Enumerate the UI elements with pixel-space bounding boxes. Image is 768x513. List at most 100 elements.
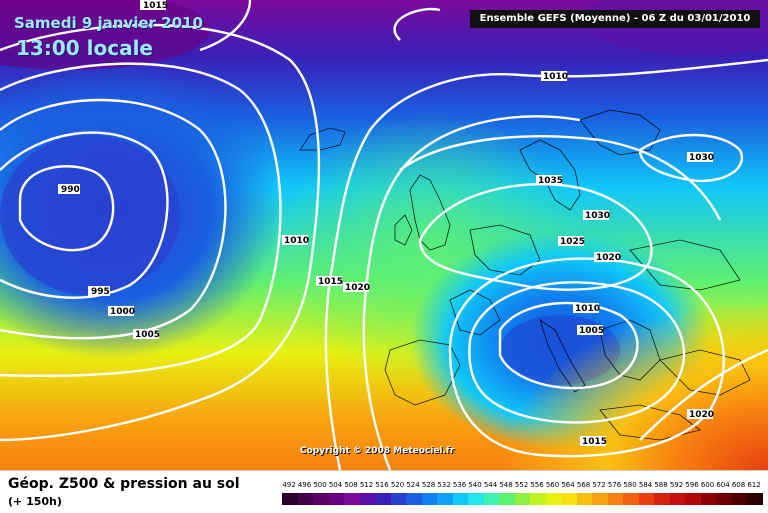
legend-label: 600 [700, 481, 715, 489]
legend-swatch [607, 493, 623, 505]
legend-label: 564 [561, 481, 575, 489]
svg-text:1010: 1010 [284, 236, 309, 246]
legend-label: 572 [592, 481, 606, 489]
valid-date: Samedi 9 janvier 2010 [14, 14, 203, 32]
legend-label: 520 [390, 481, 405, 489]
isobar-label: 1020 [594, 252, 621, 263]
z500-map: 1015 990 995 1000 1005 1010 1015 1020 10… [0, 0, 768, 470]
isobar-labels: 1015 990 995 1000 1005 1010 1015 1020 10… [58, 0, 714, 447]
svg-text:1015: 1015 [318, 277, 343, 287]
isobar-label: 1035 [536, 175, 563, 186]
legend-swatch [390, 493, 406, 505]
legend-label: 596 [685, 481, 699, 489]
legend-label: 576 [607, 481, 622, 489]
svg-text:1025: 1025 [560, 237, 585, 247]
local-time: 13:00 locale [16, 36, 153, 60]
svg-text:1000: 1000 [110, 307, 135, 317]
legend-swatch [452, 493, 468, 505]
isobar-label: 1015 [316, 276, 343, 287]
svg-text:1005: 1005 [135, 330, 160, 340]
svg-text:1035: 1035 [538, 176, 563, 186]
legend-swatch [375, 493, 391, 505]
legend-swatch [638, 493, 654, 505]
svg-text:1015: 1015 [143, 1, 168, 11]
legend-label: 556 [530, 481, 544, 489]
legend-label: 604 [716, 481, 730, 489]
svg-text:1020: 1020 [689, 410, 714, 420]
isobar-label: 1030 [687, 152, 714, 163]
legend-swatch [654, 493, 670, 505]
legend-label: 492 [282, 481, 296, 489]
svg-text:1015: 1015 [582, 437, 607, 447]
legend-swatch [561, 493, 577, 505]
legend-swatch [483, 493, 499, 505]
run-info: Ensemble GEFS (Moyenne) - 06 Z du 03/01/… [470, 10, 760, 28]
legend-label: 592 [669, 481, 684, 489]
svg-text:1030: 1030 [689, 153, 714, 163]
legend-swatch [530, 493, 546, 505]
isobar-label: 1015 [140, 0, 168, 11]
isobar-label: 1020 [343, 282, 370, 293]
legend-label: 508 [344, 481, 358, 489]
isobar-label: 1030 [583, 210, 610, 221]
legend-swatch [468, 493, 484, 505]
legend-label: 512 [359, 481, 374, 489]
forecast-hour: (+ 150h) [8, 495, 62, 508]
legend-swatch [282, 493, 298, 505]
color-legend: 492 496 500 504 508 512 516 520 524 528 532 536 540 5… [282, 481, 763, 507]
isobar-label: 1010 [541, 71, 568, 82]
svg-text:990: 990 [61, 185, 80, 195]
legend-label: 536 [452, 481, 467, 489]
legend-swatch [437, 493, 453, 505]
legend-swatch [592, 493, 608, 505]
legend-label: 516 [375, 481, 389, 489]
legend-label: 528 [421, 481, 436, 489]
svg-text:995: 995 [91, 287, 110, 297]
svg-text:1030: 1030 [585, 211, 610, 221]
isobar-label: 1000 [108, 306, 135, 317]
legend-label: 496 [297, 481, 312, 489]
legend-label: 548 [499, 481, 513, 489]
isobar-label: 1005 [577, 325, 604, 336]
legend-swatch [359, 493, 375, 505]
coastlines [299, 109, 751, 441]
legend-label: 568 [576, 481, 591, 489]
legend-label: 552 [514, 481, 529, 489]
legend-label: 500 [313, 481, 327, 489]
legend-label: 544 [483, 481, 498, 489]
legend-label: 612 [747, 481, 761, 489]
svg-text:1010: 1010 [575, 304, 600, 314]
isobar-label: 990 [58, 184, 80, 195]
legend-swatch [313, 493, 329, 505]
isobar-label: 1020 [687, 409, 714, 420]
svg-text:1005: 1005 [579, 326, 604, 336]
isobar-label: 1025 [558, 236, 585, 247]
legend-swatch [514, 493, 530, 505]
map-title: Géop. Z500 & pression au sol [8, 476, 240, 492]
legend-swatch [406, 493, 422, 505]
isobar-label: 1010 [282, 235, 309, 246]
legend-swatch [700, 493, 716, 505]
legend-label: 608 [731, 481, 746, 489]
legend-swatch [421, 493, 437, 505]
isobar-label: 1010 [573, 303, 600, 314]
legend-label: 588 [654, 481, 668, 489]
legend-label: 584 [638, 481, 653, 489]
legend-swatch [297, 493, 313, 505]
legend-label: 524 [406, 481, 420, 489]
legend-swatch [344, 493, 360, 505]
svg-text:1010: 1010 [543, 72, 568, 82]
svg-text:1020: 1020 [345, 283, 370, 293]
svg-text:1020: 1020 [596, 253, 621, 263]
legend-label: 504 [328, 481, 343, 489]
legend-swatch [499, 493, 515, 505]
copyright-text: Copyright © 2008 Meteociel.fr [300, 446, 455, 456]
legend-swatch [716, 493, 732, 505]
legend-swatch [576, 493, 592, 505]
legend-swatch [623, 493, 639, 505]
isobars [0, 0, 768, 470]
legend-label: 532 [437, 481, 451, 489]
legend-label: 580 [623, 481, 637, 489]
legend-swatch [328, 493, 344, 505]
